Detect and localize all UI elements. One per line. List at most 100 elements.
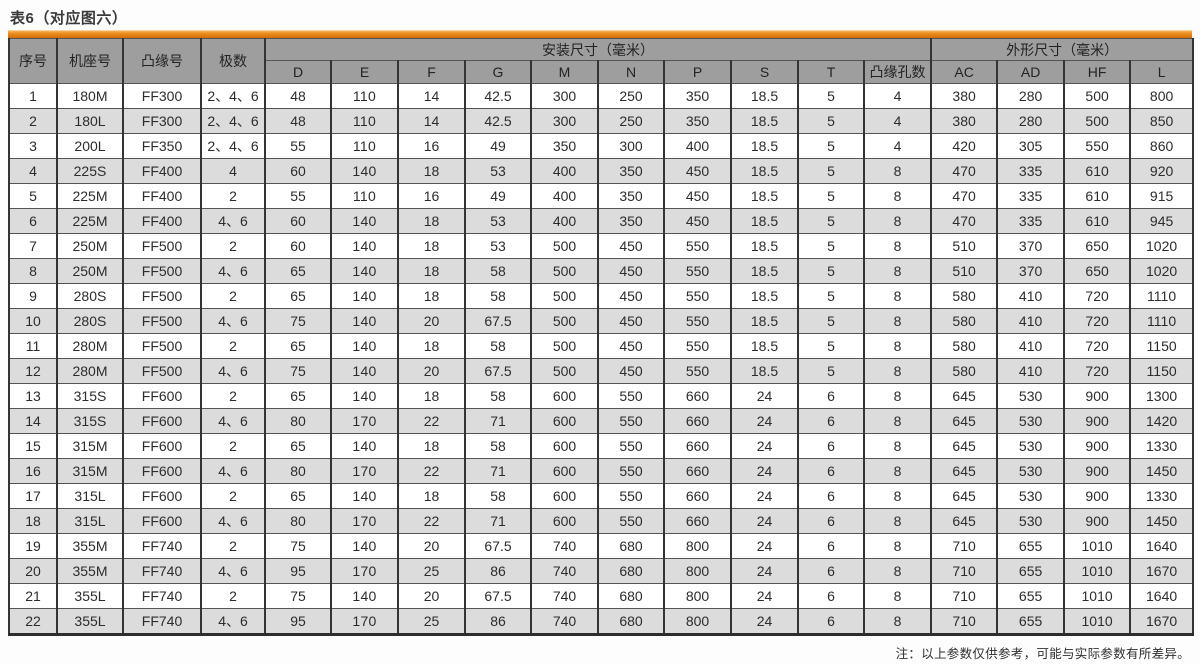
table-cell: 400 — [530, 158, 599, 184]
table-cell: 550 — [663, 258, 732, 284]
table-row: 18 315L FF600 4、6 80 170 22 71 600 550 660 24 6 8 645 5… — [8, 508, 1195, 534]
table-cell: 550 — [663, 308, 732, 334]
table-cell: 5 — [8, 183, 58, 209]
table-cell: 170 — [330, 608, 399, 635]
table-cell: 1670 — [1129, 558, 1195, 584]
table-cell: 24 — [730, 608, 799, 635]
table-cell: 8 — [862, 183, 933, 209]
table-cell: 800 — [1129, 83, 1195, 109]
table-row: 16 315M FF600 4、6 80 170 22 71 600 550 660 24 6 8 645 5… — [8, 458, 1195, 484]
table-cell: 1010 — [1063, 583, 1132, 609]
table-cell: 450 — [663, 208, 732, 234]
table-cell: 2、4、6 — [200, 133, 266, 159]
table-cell: 680 — [597, 558, 665, 584]
table-cell: 660 — [663, 383, 732, 409]
table-row: 3 200L FF350 2、4、6 55 110 16 49 350 300 400 18.5 5 4 4… — [8, 133, 1195, 159]
table-cell: 18 — [397, 483, 466, 509]
table-cell: 380 — [930, 83, 999, 109]
table-cell: 140 — [330, 158, 399, 184]
table-cell: 280 — [996, 83, 1066, 109]
col-header-frame-number: 机座号 — [56, 38, 124, 84]
table-cell: 740 — [530, 608, 599, 635]
table-cell: 250M — [56, 258, 124, 284]
header-subcolumn-row: D E F G M N P S T 凸缘孔数 AC AD HF L — [9, 60, 1195, 84]
table-cell: 22 — [8, 608, 58, 635]
table-cell: 58 — [464, 333, 532, 359]
table-cell: 6 — [797, 558, 865, 584]
table-cell: 1150 — [1129, 333, 1195, 359]
table-top-accent-bar — [8, 30, 1192, 38]
table-cell: 11 — [8, 333, 58, 359]
table-cell: 335 — [996, 183, 1066, 209]
table-cell: 900 — [1063, 383, 1132, 409]
table-cell: 53 — [464, 158, 532, 184]
table-cell: 8 — [862, 158, 933, 184]
table-cell: 16 — [8, 458, 58, 484]
table-cell: FF300 — [122, 83, 202, 109]
table-cell: 20 — [397, 533, 466, 559]
table-cell: 300 — [597, 133, 665, 159]
table-cell: FF600 — [122, 458, 202, 484]
table-cell: 2、4、6 — [200, 83, 266, 109]
table-cell: 18 — [397, 158, 466, 184]
table-cell: 1330 — [1129, 483, 1195, 509]
table-cell: 8 — [862, 533, 933, 559]
table-cell: 18 — [397, 233, 466, 259]
table-cell: 1150 — [1129, 358, 1195, 384]
table-cell: 22 — [397, 408, 466, 434]
table-cell: 16 — [397, 183, 466, 209]
table-cell: 4 — [200, 158, 266, 184]
table-cell: 1020 — [1129, 233, 1195, 259]
table-cell: 355L — [56, 608, 124, 635]
table-cell: 1300 — [1129, 383, 1195, 409]
table-cell: 530 — [996, 433, 1066, 459]
table-cell: 900 — [1063, 508, 1132, 534]
table-cell: 280M — [56, 358, 124, 384]
table-cell: 410 — [996, 308, 1066, 334]
table-cell: 380 — [930, 108, 999, 134]
table-cell: 80 — [264, 408, 332, 434]
table-cell: 4 — [862, 133, 933, 159]
table-cell: 450 — [597, 358, 665, 384]
table-cell: 18 — [397, 283, 466, 309]
group-header-overall-dimensions: 外形尺寸（毫米） — [930, 38, 1195, 61]
table-cell: 920 — [1129, 158, 1195, 184]
table-cell: 49 — [464, 133, 532, 159]
table-cell: 53 — [464, 208, 532, 234]
table-cell: 71 — [464, 508, 532, 534]
table-cell: FF600 — [122, 383, 202, 409]
table-cell: 6 — [797, 508, 865, 534]
table-cell: 58 — [464, 433, 532, 459]
table-cell: 280M — [56, 333, 124, 359]
table-cell: 550 — [597, 433, 665, 459]
table-cell: 6 — [797, 383, 865, 409]
table-cell: 42.5 — [464, 83, 532, 109]
table-cell: 8 — [862, 558, 933, 584]
table-cell: 4、6 — [200, 458, 266, 484]
table-cell: 470 — [930, 183, 999, 209]
table-cell: 4、6 — [200, 558, 266, 584]
table-cell: 500 — [1063, 83, 1132, 109]
table-cell: 5 — [797, 208, 865, 234]
table-row: 13 315S FF600 2 65 140 18 58 600 550 660 24 6 8 645 530… — [8, 383, 1195, 409]
table-cell: 500 — [530, 283, 599, 309]
table-cell: 500 — [530, 358, 599, 384]
table-cell: 655 — [996, 583, 1066, 609]
table-cell: 280 — [996, 108, 1066, 134]
table-cell: 1640 — [1129, 533, 1195, 559]
table-cell: 450 — [663, 158, 732, 184]
table-row: 15 315M FF600 2 65 140 18 58 600 550 660 24 6 8 645 530… — [8, 433, 1195, 459]
table-cell: FF350 — [122, 133, 202, 159]
table-cell: 22 — [397, 458, 466, 484]
table-cell: 500 — [530, 333, 599, 359]
table-cell: 720 — [1063, 308, 1132, 334]
table-cell: 315M — [56, 433, 124, 459]
table-row: 5 225M FF400 2 55 110 16 49 400 350 450 18.5 5 8 470 33… — [8, 183, 1195, 209]
table-cell: 14 — [8, 408, 58, 434]
table-cell: FF600 — [122, 408, 202, 434]
table-cell: 1010 — [1063, 608, 1132, 635]
table-cell: 2 — [200, 183, 266, 209]
table-cell: 550 — [663, 283, 732, 309]
